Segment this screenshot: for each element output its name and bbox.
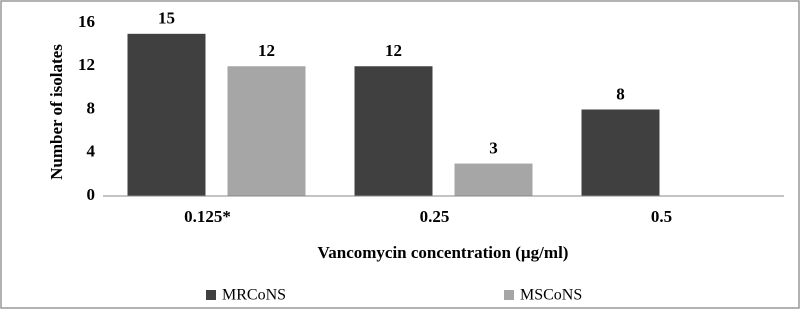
bar [127, 33, 206, 196]
legend-swatch [206, 290, 216, 300]
x-axis-title: Vancomycin concentration (µg/ml) [318, 243, 569, 262]
data-label: 15 [158, 9, 175, 28]
y-tick-label: 4 [87, 142, 96, 161]
data-label: 8 [616, 84, 625, 103]
x-tick-label: 0.25 [420, 207, 450, 226]
legend-label: MSCoNS [520, 287, 582, 304]
bar [454, 163, 533, 196]
bar [227, 66, 306, 196]
data-label: 3 [489, 138, 498, 157]
legend-swatch [504, 290, 514, 300]
x-tick-label: 0.125* [184, 207, 231, 226]
y-tick-label: 16 [78, 12, 95, 31]
bar [581, 109, 660, 196]
x-tick-label: 0.5 [651, 207, 672, 226]
bar [354, 66, 433, 196]
legend-label: MRCoNS [222, 287, 286, 304]
data-label: 12 [385, 41, 402, 60]
y-tick-label: 8 [87, 98, 96, 117]
y-tick-label: 12 [78, 55, 95, 74]
y-tick-label: 0 [87, 185, 96, 204]
y-axis-title: Number of isolates [47, 44, 66, 180]
data-label: 12 [258, 41, 275, 60]
